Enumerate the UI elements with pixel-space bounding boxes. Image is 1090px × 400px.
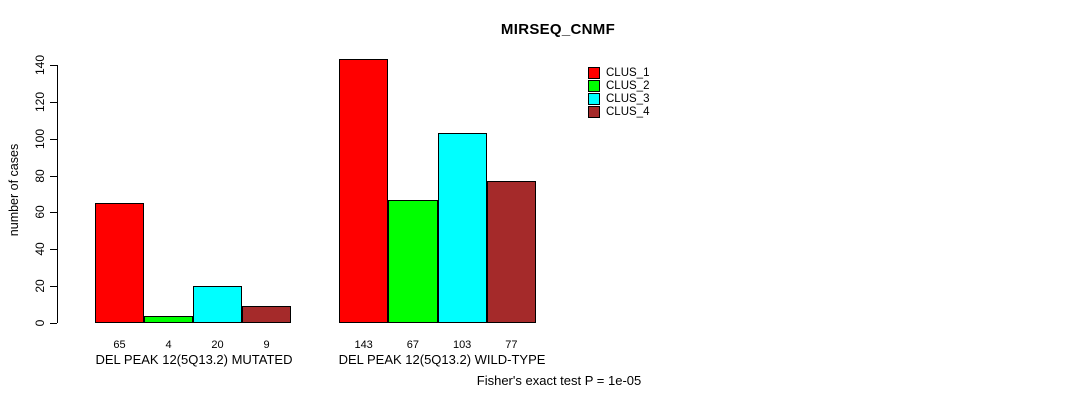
bar-clus_4-group2 [486,181,536,323]
y-axis-title: number of cases [7,143,21,237]
bar-value-label: 65 [113,339,126,351]
bar-value-label: 77 [505,339,518,351]
legend-swatch [588,106,600,119]
bar-value-label: 103 [452,339,472,351]
legend-item-clus_2: CLUS_2 [588,80,650,93]
bar-clus_3-group1 [193,286,242,323]
bar-clus_2-group2 [388,199,438,323]
y-axis-tick-label: 80 [33,168,47,183]
y-axis-tick-label: 120 [33,91,47,112]
legend-item-clus_4: CLUS_4 [588,106,650,119]
bar-clus_1-group1 [95,203,144,323]
y-axis-tick-label: 100 [33,128,47,149]
legend-swatch [588,67,600,79]
y-axis-tick-label: 20 [33,279,47,293]
legend-swatch [588,80,600,93]
fisher-test-annotation: Fisher's exact test P = 1e-05 [476,373,642,388]
bar-clus_1-group2 [339,59,389,323]
y-axis-tick [50,65,57,66]
x-axis-group-label: DEL PEAK 12(5Q13.2) MUTATED [95,352,293,367]
bar-value-label: 9 [263,339,270,351]
legend-label: CLUS_3 [606,93,650,106]
bar-clus_3-group2 [437,133,487,323]
legend-item-clus_1: CLUS_1 [588,67,649,79]
chart-title: MIRSEQ_CNMF [500,21,616,38]
y-axis-tick [50,286,57,288]
y-axis-tick [50,175,57,177]
bar-clus_4-group1 [242,306,291,323]
legend-label: CLUS_2 [606,80,650,93]
bar-value-label: 4 [165,339,172,351]
bar-value-label: 20 [211,339,224,351]
y-axis-tick [50,212,57,214]
legend-item-clus_3: CLUS_3 [588,93,650,106]
y-axis-tick-label: 40 [33,242,47,256]
legend-swatch [588,93,600,106]
y-axis-tick-label: 60 [33,205,47,220]
y-axis-tick [50,249,57,251]
bar-value-label: 67 [406,339,419,351]
legend-label: CLUS_1 [606,67,650,79]
bar-value-label: 143 [354,339,373,351]
legend-label: CLUS_4 [606,106,650,119]
y-axis-tick [50,323,57,324]
y-axis-tick-label: 140 [33,54,47,76]
y-axis-tick [50,101,57,103]
legend: CLUS_1 CLUS_2 CLUS_3 CLUS_4 [588,67,649,119]
x-axis-group-label: DEL PEAK 12(5Q13.2) WILD-TYPE [338,352,546,367]
y-axis-tick-label: 0 [33,319,47,327]
y-axis-line [57,65,58,323]
bar-clus_2-group1 [144,315,193,323]
y-axis-tick [50,138,57,140]
